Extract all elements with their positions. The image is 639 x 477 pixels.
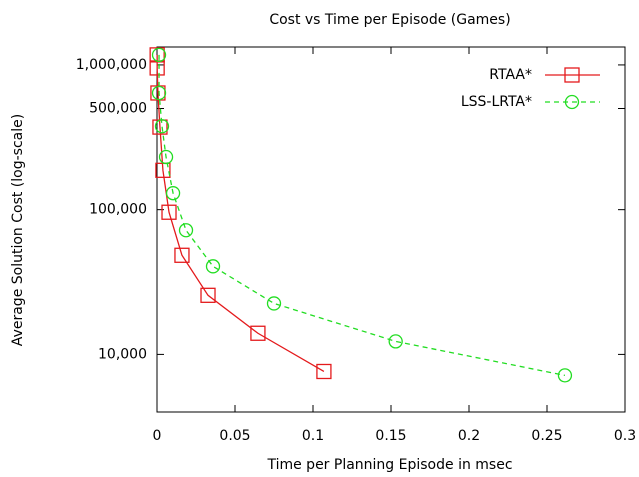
x-tick-label: 0 [153, 428, 162, 444]
point-marker [154, 119, 170, 134]
point-marker [388, 334, 403, 349]
series-line [158, 54, 566, 377]
chart-title: Cost vs Time per Episode (Games) [269, 12, 510, 28]
y-axis-label: Average Solution Cost (log-scale) [10, 114, 26, 346]
point-marker [165, 186, 181, 201]
point-marker [151, 47, 167, 63]
point-marker [158, 149, 174, 165]
point-marker [149, 47, 165, 63]
x-tick-label: 0.25 [531, 428, 562, 444]
point-marker [205, 259, 221, 274]
point-marker [316, 363, 332, 380]
y-tick-label: 10,000 [98, 346, 147, 362]
x-tick-label: 0.05 [219, 428, 250, 444]
point-marker [250, 325, 266, 341]
point-marker [178, 223, 194, 238]
point-marker [151, 85, 167, 101]
legend-marker [564, 67, 580, 83]
point-marker [161, 204, 177, 220]
point-marker [200, 287, 216, 303]
legend-marker [564, 94, 580, 110]
x-tick-label: 0.2 [458, 428, 480, 444]
point-marker [557, 368, 573, 383]
y-tick-label: 100,000 [89, 202, 147, 218]
x-tick-label: 0.3 [614, 428, 636, 444]
y-tick-label: 500,000 [89, 100, 147, 116]
legend-label: LSS-LRTA* [461, 94, 532, 110]
x-tick-label: 0.15 [375, 428, 406, 444]
point-marker [174, 247, 190, 263]
y-tick-label: 1,000,000 [76, 57, 147, 73]
legend-label: RTAA* [489, 67, 532, 83]
series-line [156, 54, 325, 373]
x-axis-label: Time per Planning Episode in msec [266, 457, 512, 473]
point-marker [266, 296, 282, 311]
x-tick-label: 0.1 [302, 428, 324, 444]
